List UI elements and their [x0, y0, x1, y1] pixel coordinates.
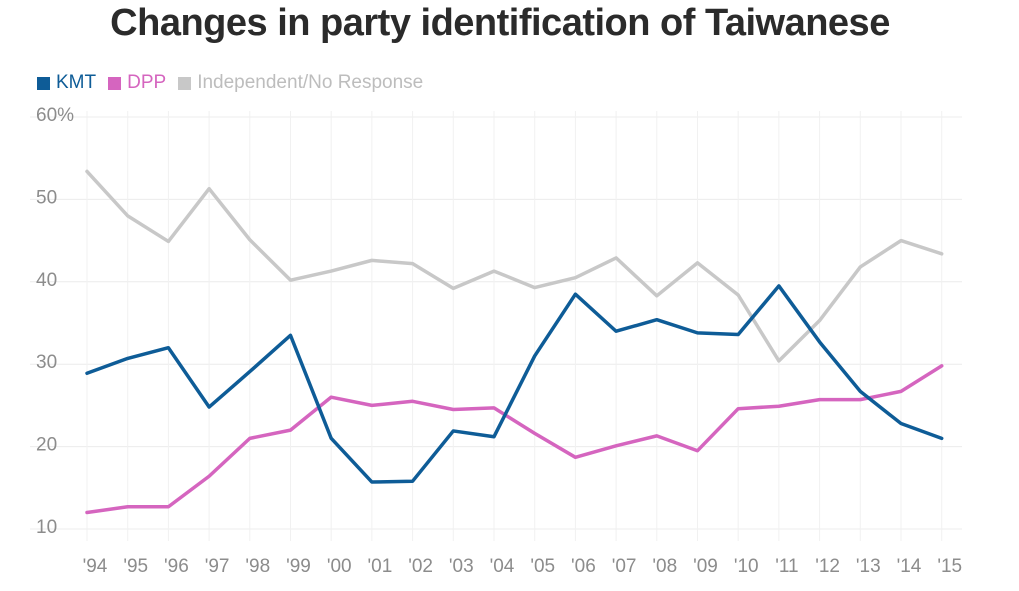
- x-tick-label: '11: [775, 556, 798, 577]
- legend-swatch-kmt: [37, 76, 50, 90]
- x-tick-label: '94: [83, 556, 108, 577]
- x-tick-label: '08: [652, 556, 677, 577]
- x-tick-label: '04: [490, 556, 515, 577]
- x-tick-label: '98: [245, 556, 270, 577]
- legend-item-independent: Independent/No Response: [178, 72, 423, 94]
- x-tick-label: '12: [815, 556, 840, 577]
- y-tick-label: 50: [36, 187, 57, 208]
- x-tick-label: '95: [123, 556, 148, 577]
- x-tick-label: '10: [734, 556, 759, 577]
- legend-item-kmt: KMT: [37, 72, 96, 94]
- legend-item-dpp: DPP: [108, 72, 166, 94]
- x-tick-label: '07: [612, 556, 637, 577]
- x-tick-label: '14: [897, 556, 922, 577]
- x-tick-label: '01: [368, 556, 393, 577]
- y-tick-label: 20: [36, 435, 57, 456]
- chart-title: Changes in party identification of Taiwa…: [110, 2, 890, 44]
- x-tick-label: '05: [530, 556, 555, 577]
- legend: KMT DPP Independent/No Response: [37, 72, 435, 94]
- legend-label-dpp: DPP: [127, 72, 167, 93]
- series-line-kmt: [85, 284, 944, 484]
- x-tick-label: '02: [408, 556, 433, 577]
- y-tick-label: 10: [36, 517, 57, 538]
- x-tick-label: '15: [937, 556, 962, 577]
- series-line-independent-no-response: [85, 169, 944, 363]
- x-tick-label: '06: [571, 556, 596, 577]
- y-tick-label: 60%: [36, 105, 74, 126]
- y-tick-label: 30: [36, 352, 57, 373]
- x-tick-label: '03: [449, 556, 474, 577]
- legend-swatch-dpp: [108, 76, 122, 90]
- x-tick-label: '09: [693, 556, 718, 577]
- legend-label-kmt: KMT: [56, 72, 97, 93]
- series-line-dpp: [85, 364, 944, 515]
- x-tick-label: '00: [327, 556, 352, 577]
- legend-label-independent: Independent/No Response: [197, 72, 424, 93]
- x-tick-label: '99: [286, 556, 311, 577]
- x-tick-label: '13: [856, 556, 881, 577]
- y-tick-label: 40: [36, 270, 57, 291]
- legend-swatch-independent: [178, 76, 192, 90]
- x-tick-label: '97: [205, 556, 230, 577]
- x-tick-label: '96: [164, 556, 189, 577]
